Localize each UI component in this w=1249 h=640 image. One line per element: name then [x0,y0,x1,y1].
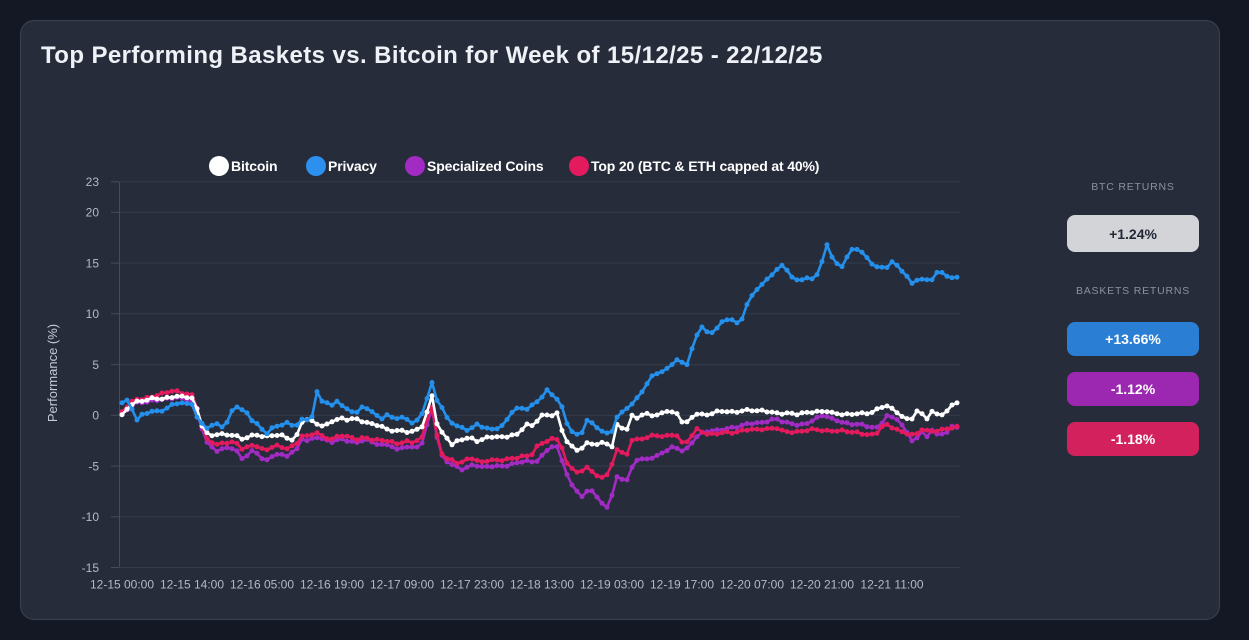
svg-text:12-17 09:00: 12-17 09:00 [370,578,434,592]
svg-text:12-20 07:00: 12-20 07:00 [720,578,784,592]
svg-text:-5: -5 [88,459,99,473]
svg-text:15: 15 [86,256,100,270]
svg-text:10: 10 [86,307,100,321]
svg-text:20: 20 [86,206,100,220]
svg-text:12-19 03:00: 12-19 03:00 [580,578,644,592]
svg-text:5: 5 [92,358,99,372]
svg-text:-10: -10 [82,510,100,524]
svg-text:-15: -15 [82,561,100,575]
svg-text:12-16 05:00: 12-16 05:00 [230,578,294,592]
svg-text:12-16 19:00: 12-16 19:00 [300,578,364,592]
svg-text:0: 0 [92,409,99,423]
svg-text:12-21 11:00: 12-21 11:00 [860,578,923,592]
svg-text:12-17 23:00: 12-17 23:00 [440,578,504,592]
svg-text:Performance (%): Performance (%) [45,324,60,422]
svg-text:23: 23 [86,175,100,189]
svg-text:12-15 00:00: 12-15 00:00 [90,578,154,592]
svg-text:12-20 21:00: 12-20 21:00 [790,578,854,592]
svg-text:12-19 17:00: 12-19 17:00 [650,578,714,592]
svg-text:12-18 13:00: 12-18 13:00 [510,578,574,592]
svg-text:12-15 14:00: 12-15 14:00 [160,578,224,592]
